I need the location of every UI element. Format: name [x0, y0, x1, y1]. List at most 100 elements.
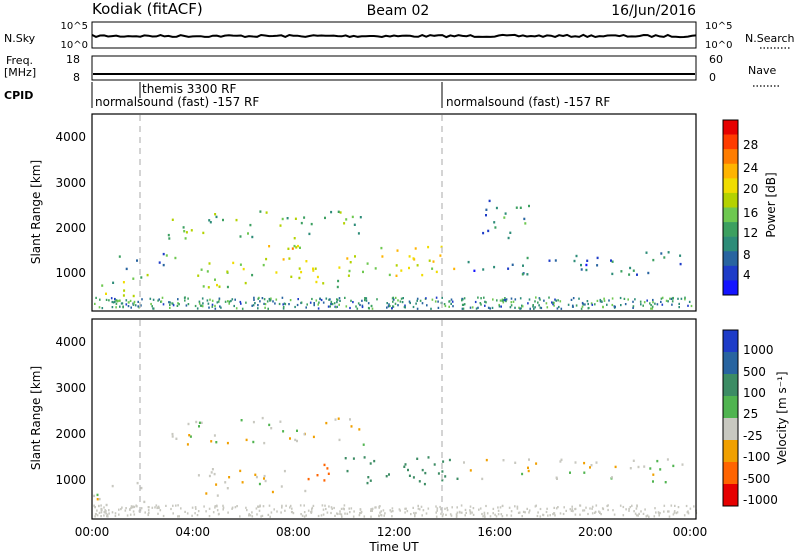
vel-cells-cell [424, 471, 427, 475]
power-cells-ground-cell [491, 306, 494, 309]
power-cells-ground-cell [185, 304, 188, 307]
cpid-segment-label-1: normalsound (fast) -157 RF [95, 95, 259, 109]
power-cells-ground-cell [444, 304, 447, 308]
power-cells-ground-cell [501, 299, 504, 302]
vel-cells-ground-cell [234, 506, 237, 509]
vel-cells-ground-cell [495, 515, 498, 518]
power-cells-cell [573, 259, 576, 263]
power-cells-ground-cell [678, 302, 680, 305]
power-cells-cell [467, 260, 470, 264]
vel-cells-ground-cell [348, 507, 350, 510]
vel-cells-cell [560, 458, 563, 461]
vel-cells-ground-cell [391, 515, 393, 518]
power-cells-ground-cell [587, 302, 589, 306]
vel-cells-ground-cell [640, 510, 642, 513]
power-cells-cell [473, 269, 476, 272]
vel-cells-ground-cell [222, 506, 225, 509]
power-cells-ground-cell [196, 307, 199, 310]
power-cells-ground-cell [278, 302, 281, 306]
vel-cells-cell [442, 460, 445, 463]
vel-cells-cell [264, 479, 267, 483]
power-cells-ground-cell [184, 299, 186, 302]
power-cells-ground-cell [463, 303, 466, 306]
power-colorbar-swatch-10 [723, 265, 738, 281]
vel-cells-cell [659, 468, 662, 471]
vel-cells-ground-cell [591, 507, 593, 510]
power-cells-ground-cell [509, 306, 512, 309]
vel-cells-ground-cell [557, 506, 559, 509]
power-cells-ground-cell [646, 299, 648, 302]
vel-cells-ground-cell [370, 515, 372, 518]
vel-cells-cell [614, 465, 617, 469]
vel-cells-cell [514, 461, 517, 464]
power-cells-ground-cell [211, 303, 214, 306]
power-cells-ground-cell [257, 304, 259, 307]
vel-cells-ground-cell [222, 508, 224, 511]
power-cells-cell [408, 255, 411, 258]
vel-cells-cell [226, 487, 229, 490]
vel-cells-cell [198, 421, 201, 424]
power-cells-ground-cell [484, 304, 486, 307]
velocity-y-label: Slant Range [km] [29, 366, 43, 470]
power-cells-ground-cell [214, 307, 217, 310]
vel-cells-ground-cell [478, 508, 480, 511]
vel-cells-ground-cell [508, 506, 511, 509]
power-cells-cell [412, 257, 415, 260]
power-cells-cell [312, 267, 314, 270]
vel-cells-ground-cell [497, 513, 500, 516]
vel-cells-ground-cell [194, 506, 197, 509]
vel-cells-ground-cell [506, 514, 508, 517]
power-cells-cell [132, 277, 135, 280]
vel-cells-cell [195, 420, 198, 424]
vel-cells-cell [326, 467, 329, 470]
vel-cells-ground-cell [417, 507, 420, 510]
power-cells-ground-cell [487, 306, 490, 309]
vel-cells-cell [270, 427, 273, 430]
vel-cells-cell [574, 461, 577, 464]
vel-cells-ground-cell [129, 513, 132, 516]
power-cells-ground-cell [133, 300, 136, 303]
vel-cells-cell [373, 459, 376, 463]
power-cells-cell [185, 231, 188, 234]
vel-cells-cell [98, 497, 101, 501]
vel-cells-ground-cell [633, 510, 635, 513]
power-cells-ground-cell [177, 302, 179, 305]
power-cells-ground-cell [282, 306, 285, 309]
power-cells-cell [202, 285, 205, 288]
power-cells-ground-cell [535, 296, 537, 299]
power-cells-ground-cell [514, 298, 517, 301]
vel-cells-ground-cell [148, 511, 150, 514]
power-cells-ground-cell [687, 304, 689, 307]
vel-cells-cell [583, 461, 586, 465]
vel-cells-ground-cell [622, 505, 625, 509]
vel-cells-cell [252, 420, 255, 424]
power-cells-ground-cell [160, 300, 163, 303]
velocity-colorbar-swatch-7 [723, 484, 738, 507]
power-cells-ground-cell [603, 299, 606, 302]
power-cells-ground-cell [624, 303, 627, 306]
power-cells-cell [310, 222, 313, 226]
vel-cells-cell [211, 468, 214, 471]
vel-cells-ground-cell [687, 512, 690, 515]
power-colorbar-swatch-1 [723, 134, 738, 150]
vel-cells-ground-cell [483, 511, 486, 514]
vel-cells-cell [652, 473, 655, 476]
power-cells-cell [242, 267, 245, 271]
power-cells-ground-cell [338, 297, 341, 300]
power-cells-ground-cell [119, 305, 121, 308]
power-cells-ground-cell [498, 305, 501, 308]
power-cells-cell [112, 281, 115, 284]
power-cells-ground-cell [393, 298, 395, 301]
vel-cells-ground-cell [370, 508, 372, 511]
vel-cells-ground-cell [425, 512, 428, 515]
vel-cells-ground-cell [642, 512, 645, 515]
vel-cells-cell [171, 435, 174, 438]
vel-cells-cell [427, 456, 430, 459]
power-cells-ground-cell [327, 305, 330, 308]
vel-cells-cell [210, 440, 213, 443]
power-cells-ground-cell [388, 303, 390, 306]
vel-cells-ground-cell [208, 507, 211, 510]
power-cells-ground-cell [252, 304, 255, 307]
power-cells-ground-cell [671, 300, 674, 303]
power-cells-ground-cell [480, 297, 482, 300]
